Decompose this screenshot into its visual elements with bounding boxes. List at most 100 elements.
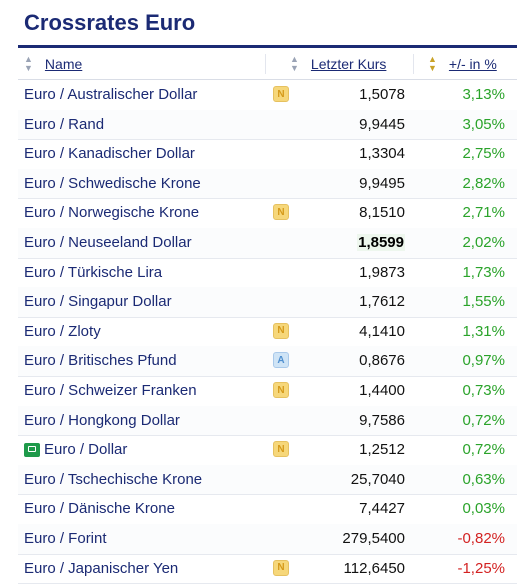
- currency-pair-label: Euro / Hongkong Dollar: [24, 411, 180, 429]
- currency-pair-label: Euro / Türkische Lira: [24, 263, 163, 281]
- last-price: 9,9445: [359, 110, 405, 139]
- table-row[interactable]: Euro / Singapur Dollar 1,7612 1,55%: [18, 287, 517, 318]
- table-row[interactable]: Euro / Türkische Lira 1,9873 1,73%: [18, 258, 517, 289]
- last-price: 7,4427: [359, 494, 405, 523]
- last-price-value: 1,2512: [359, 441, 405, 459]
- currency-pair-label: Euro / Schwedische Krone: [24, 174, 201, 192]
- currency-pair-link[interactable]: Euro / Zloty: [24, 317, 101, 346]
- currency-pair-link[interactable]: Euro / Schwedische Krone: [24, 169, 201, 198]
- change-percent: 2,02%: [462, 234, 505, 251]
- currency-pair-link[interactable]: Euro / Kanadischer Dollar: [24, 139, 195, 168]
- change-percent: 3,05%: [462, 115, 505, 133]
- last-price: 1,8599: [357, 228, 405, 257]
- last-price-value: 1,7612: [359, 293, 405, 311]
- table-row[interactable]: Euro / Britisches Pfund A 0,8676 0,97%: [18, 346, 517, 377]
- last-price-value: 1,4400: [359, 382, 405, 399]
- last-price-value: 9,9445: [359, 115, 405, 133]
- change-percent: 1,73%: [462, 263, 505, 281]
- news-badge-icon[interactable]: N: [273, 441, 289, 458]
- change-percent: 2,71%: [462, 204, 505, 222]
- last-price-value: 0,8676: [359, 352, 405, 370]
- last-price-value: 9,9495: [359, 174, 405, 192]
- table-row[interactable]: Euro / Forint 279,5400 -0,82%: [18, 524, 517, 555]
- last-price: 1,4400: [359, 376, 405, 405]
- currency-pair-link[interactable]: Euro / Rand: [24, 110, 104, 139]
- table-row[interactable]: Euro / Dollar N 1,2512 0,72%: [18, 435, 517, 466]
- table-row[interactable]: Euro / Schweizer Franken N 1,4400 0,73%: [18, 376, 517, 407]
- price-column-header[interactable]: ▲ ▼ Letzter Kurs: [290, 49, 386, 79]
- table-row[interactable]: Euro / Zloty N 4,1410 1,31%: [18, 317, 517, 348]
- change-percent: -1,25%: [457, 559, 505, 577]
- table-row[interactable]: Euro / Dänische Krone 7,4427 0,03%: [18, 494, 517, 525]
- table-row[interactable]: Euro / Japanischer Yen N 112,6450 -1,25%: [18, 554, 517, 584]
- currency-pair-label: Euro / Australischer Dollar: [24, 86, 198, 103]
- change-percent: 2,75%: [462, 145, 505, 163]
- change-column-header[interactable]: ▲ ▼ +/- in %: [428, 49, 497, 79]
- last-price-value: 7,4427: [359, 500, 405, 518]
- table-row[interactable]: Euro / Norwegische Krone N 8,1510 2,71%: [18, 198, 517, 229]
- last-price: 1,7612: [359, 287, 405, 316]
- last-price: 1,9873: [359, 258, 405, 287]
- sort-desc-icon[interactable]: ▲ ▼: [428, 54, 437, 73]
- title-divider: [18, 45, 517, 48]
- last-price-value: 1,5078: [359, 86, 405, 103]
- currency-pair-link[interactable]: Euro / Singapur Dollar: [24, 287, 172, 316]
- currency-pair-link[interactable]: Euro / Japanischer Yen: [24, 554, 178, 583]
- last-price-value: 4,1410: [359, 322, 405, 340]
- last-price: 112,6450: [344, 554, 405, 583]
- table-row[interactable]: Euro / Tschechische Krone 25,7040 0,63%: [18, 464, 517, 496]
- table-row[interactable]: Euro / Kanadischer Dollar 1,3304 2,75%: [18, 139, 517, 170]
- currency-pair-link[interactable]: Euro / Neuseeland Dollar: [24, 228, 192, 257]
- last-price-value: 112,6450: [343, 559, 405, 577]
- news-badge-icon[interactable]: N: [273, 86, 289, 102]
- currency-pair-link[interactable]: Euro / Forint: [24, 524, 107, 553]
- last-price-value: 9,7586: [359, 411, 405, 429]
- currency-pair-label: Euro / Rand: [24, 115, 105, 133]
- currency-pair-label: Euro / Schweizer Franken: [24, 382, 197, 399]
- analysis-badge-icon[interactable]: A: [273, 352, 289, 369]
- name-column-header[interactable]: ▲ ▼ Name: [24, 49, 82, 79]
- currency-pair-link[interactable]: Euro / Dänische Krone: [24, 494, 175, 523]
- change-percent: 0,72%: [462, 441, 505, 459]
- change-percent: 2,82%: [462, 174, 505, 192]
- currency-pair-label: Euro / Britisches Pfund: [24, 352, 177, 370]
- table-row[interactable]: Euro / Schwedische Krone 9,9495 2,82%: [18, 168, 517, 200]
- last-price: 0,8676: [359, 346, 405, 375]
- sort-by-change-link[interactable]: +/- in %: [448, 56, 497, 72]
- last-price: 1,5078: [359, 80, 405, 109]
- last-price: 1,2512: [359, 435, 405, 464]
- table-row[interactable]: Euro / Hongkong Dollar 9,7586 0,72%: [18, 405, 517, 437]
- currency-pair-label: Euro / Neuseeland Dollar: [24, 234, 192, 251]
- last-price-value: 1,9873: [359, 263, 405, 281]
- currency-pair-label: Euro / Norwegische Krone: [24, 204, 200, 222]
- currency-pair-link[interactable]: Euro / Tschechische Krone: [24, 465, 202, 494]
- news-badge-icon[interactable]: N: [273, 204, 289, 221]
- last-price: 9,9495: [359, 169, 405, 198]
- last-price-value: 1,8599: [357, 234, 405, 251]
- table-row[interactable]: Euro / Rand 9,9445 3,05%: [18, 109, 517, 141]
- table-row[interactable]: Euro / Neuseeland Dollar 1,8599 2,02%: [18, 228, 517, 259]
- currency-pair-link[interactable]: Euro / Schweizer Franken: [24, 376, 197, 405]
- currency-pair-link[interactable]: Euro / Norwegische Krone: [24, 198, 199, 227]
- currency-pair-link[interactable]: Euro / Australischer Dollar: [24, 80, 197, 109]
- sort-icon[interactable]: ▲ ▼: [24, 54, 33, 73]
- last-price-value: 25,7040: [350, 470, 405, 488]
- change-percent: 3,13%: [462, 86, 505, 103]
- table-row[interactable]: Euro / Australischer Dollar N 1,5078 3,13%: [18, 80, 517, 111]
- currency-pair-link[interactable]: Euro / Britisches Pfund: [24, 346, 177, 375]
- column-divider: [413, 54, 414, 74]
- change-percent: 1,31%: [462, 322, 505, 340]
- news-badge-icon[interactable]: N: [273, 322, 289, 339]
- currency-pair-link[interactable]: Euro / Dollar: [24, 435, 127, 464]
- news-badge-icon[interactable]: N: [273, 559, 289, 576]
- sort-icon[interactable]: ▲ ▼: [290, 54, 299, 73]
- sort-by-name-link[interactable]: Name: [44, 56, 83, 72]
- currency-pair-link[interactable]: Euro / Türkische Lira: [24, 258, 162, 287]
- currency-pair-label: Euro / Kanadischer Dollar: [24, 145, 195, 163]
- news-badge-icon[interactable]: N: [273, 382, 289, 398]
- sort-by-price-link[interactable]: Letzter Kurs: [310, 56, 387, 72]
- change-percent: 0,73%: [462, 382, 505, 399]
- currency-pair-link[interactable]: Euro / Hongkong Dollar: [24, 406, 180, 435]
- currency-pair-label: Euro / Tschechische Krone: [24, 470, 203, 488]
- green-flag-icon: [24, 442, 40, 457]
